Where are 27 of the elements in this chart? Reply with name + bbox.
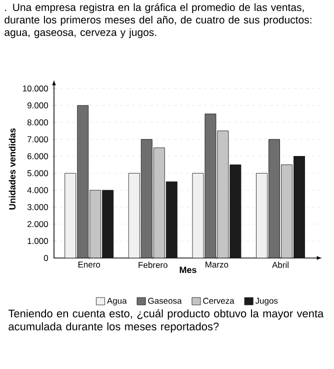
y-tick-label: 0 (44, 254, 48, 261)
legend-label: Gaseosa (148, 298, 182, 304)
chart-title: . Una empresa registra en la gráfica el promedio de las ventas, durante los primeros meses del año, de cuatro de sus productos: agua, gaseosa, cerveza y jugos. (4, 3, 312, 38)
x-tick-label: Febrero (138, 262, 168, 268)
y-tick-label: 6.000 (28, 153, 48, 160)
bar (77, 105, 89, 258)
y-tick-label: 9.000 (27, 102, 48, 108)
bar (140, 139, 152, 258)
x-tick-label: Marzo (206, 262, 228, 268)
bar (204, 114, 216, 258)
legend-label: Agua (106, 298, 127, 306)
y-tick-label: 7.000 (28, 136, 48, 142)
x-axis-title: Mes (180, 266, 196, 274)
x-tick-label: Abril (272, 262, 288, 268)
y-tick-label: 10.000 (22, 85, 48, 92)
y-tick-label: 2.000 (27, 221, 48, 228)
y-tick-label: 3.000 (27, 204, 48, 210)
y-tick-label: 8.000 (27, 119, 48, 126)
legend-label: Cerveza (203, 298, 234, 304)
y-axis-title: Unidades vendidas (8, 128, 16, 210)
bar (268, 139, 280, 258)
x-tick-label: Enero (78, 262, 100, 268)
y-tick-label: 1.000 (28, 238, 48, 244)
y-tick-label: 5.000 (27, 170, 48, 176)
text: Teniendo en cuenta esto, ¿cuál producto obtuvo la mayor venta acumulada durante los meses reportados? (8, 309, 324, 333)
y-tick-label: 4.000 (27, 187, 48, 194)
legend-label: Jugos (255, 298, 278, 306)
